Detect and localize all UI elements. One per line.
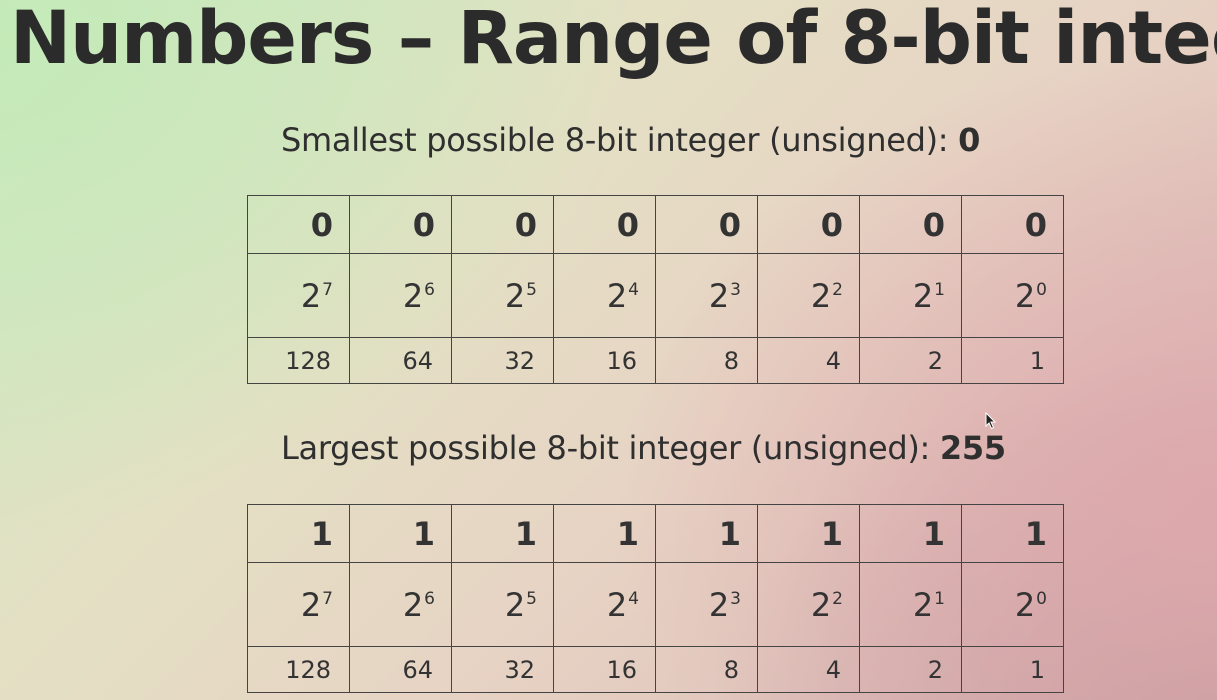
power-exponent: 2 xyxy=(832,279,843,300)
place-value-cell: 128 xyxy=(247,646,350,693)
slide-title: Numbers – Range of 8-bit intege xyxy=(10,0,1217,81)
place-value-cell: 128 xyxy=(247,337,350,384)
largest-caption: Largest possible 8-bit integer (unsigned… xyxy=(281,429,1006,467)
bit-cell: 1 xyxy=(757,504,860,563)
power-cell: 24 xyxy=(553,253,656,338)
power-cell: 27 xyxy=(247,562,350,647)
power-base: 2 xyxy=(606,276,628,315)
power-cell: 22 xyxy=(757,562,860,647)
place-value-cell: 1 xyxy=(961,337,1064,384)
power-base: 2 xyxy=(504,276,526,315)
place-value-cell: 64 xyxy=(349,337,452,384)
bit-cell: 1 xyxy=(655,504,758,563)
place-value-cell: 2 xyxy=(859,646,962,693)
power-exponent: 7 xyxy=(322,279,333,300)
bit-cell: 0 xyxy=(247,195,350,254)
power-exponent: 7 xyxy=(322,588,333,609)
place-value-cell: 8 xyxy=(655,646,758,693)
bit-cell: 1 xyxy=(451,504,554,563)
smallest-bit-row: 0 0 0 0 0 0 0 0 xyxy=(247,195,1064,254)
smallest-bit-table: 0 0 0 0 0 0 0 0 27 26 25 24 23 22 21 20 … xyxy=(247,195,1064,384)
power-base: 2 xyxy=(912,276,934,315)
power-exponent: 5 xyxy=(526,279,537,300)
power-base: 2 xyxy=(1014,585,1036,624)
power-exponent: 4 xyxy=(628,588,639,609)
power-base: 2 xyxy=(402,276,424,315)
place-value-cell: 4 xyxy=(757,646,860,693)
bit-cell: 1 xyxy=(859,504,962,563)
power-exponent: 0 xyxy=(1036,588,1047,609)
power-cell: 26 xyxy=(349,562,452,647)
bit-cell: 0 xyxy=(655,195,758,254)
largest-bit-row: 1 1 1 1 1 1 1 1 xyxy=(247,504,1064,563)
smallest-power-row: 27 26 25 24 23 22 21 20 xyxy=(247,253,1064,338)
power-base: 2 xyxy=(708,585,730,624)
power-exponent: 3 xyxy=(730,279,741,300)
power-cell: 20 xyxy=(961,562,1064,647)
bit-cell: 1 xyxy=(349,504,452,563)
power-base: 2 xyxy=(606,585,628,624)
bit-cell: 1 xyxy=(247,504,350,563)
power-cell: 26 xyxy=(349,253,452,338)
power-exponent: 4 xyxy=(628,279,639,300)
place-value-cell: 1 xyxy=(961,646,1064,693)
power-exponent: 0 xyxy=(1036,279,1047,300)
power-cell: 23 xyxy=(655,562,758,647)
place-value-cell: 16 xyxy=(553,337,656,384)
bit-cell: 1 xyxy=(553,504,656,563)
power-exponent: 1 xyxy=(934,588,945,609)
place-value-cell: 16 xyxy=(553,646,656,693)
power-exponent: 5 xyxy=(526,588,537,609)
power-cell: 20 xyxy=(961,253,1064,338)
largest-caption-text: Largest possible 8-bit integer (unsigned… xyxy=(281,429,940,467)
power-base: 2 xyxy=(810,585,832,624)
smallest-caption-text: Smallest possible 8-bit integer (unsigne… xyxy=(281,121,959,159)
largest-power-row: 27 26 25 24 23 22 21 20 xyxy=(247,562,1064,647)
power-exponent: 3 xyxy=(730,588,741,609)
power-cell: 21 xyxy=(859,253,962,338)
smallest-caption: Smallest possible 8-bit integer (unsigne… xyxy=(281,121,980,159)
power-base: 2 xyxy=(300,585,322,624)
bit-cell: 0 xyxy=(349,195,452,254)
smallest-value-row: 128 64 32 16 8 4 2 1 xyxy=(247,337,1064,384)
smallest-value: 0 xyxy=(958,121,981,159)
power-cell: 21 xyxy=(859,562,962,647)
place-value-cell: 64 xyxy=(349,646,452,693)
place-value-cell: 32 xyxy=(451,337,554,384)
power-exponent: 6 xyxy=(424,279,435,300)
place-value-cell: 4 xyxy=(757,337,860,384)
power-cell: 25 xyxy=(451,562,554,647)
place-value-cell: 8 xyxy=(655,337,758,384)
power-cell: 22 xyxy=(757,253,860,338)
bit-cell: 0 xyxy=(859,195,962,254)
power-base: 2 xyxy=(300,276,322,315)
bit-cell: 1 xyxy=(961,504,1064,563)
largest-value-row: 128 64 32 16 8 4 2 1 xyxy=(247,646,1064,693)
power-exponent: 6 xyxy=(424,588,435,609)
power-base: 2 xyxy=(708,276,730,315)
power-cell: 27 xyxy=(247,253,350,338)
power-exponent: 2 xyxy=(832,588,843,609)
power-base: 2 xyxy=(1014,276,1036,315)
power-base: 2 xyxy=(402,585,424,624)
power-cell: 23 xyxy=(655,253,758,338)
place-value-cell: 32 xyxy=(451,646,554,693)
power-cell: 25 xyxy=(451,253,554,338)
bit-cell: 0 xyxy=(961,195,1064,254)
bit-cell: 0 xyxy=(553,195,656,254)
place-value-cell: 2 xyxy=(859,337,962,384)
mouse-pointer-icon xyxy=(985,412,997,430)
bit-cell: 0 xyxy=(757,195,860,254)
largest-bit-table: 1 1 1 1 1 1 1 1 27 26 25 24 23 22 21 20 … xyxy=(247,504,1064,693)
power-cell: 24 xyxy=(553,562,656,647)
largest-value: 255 xyxy=(939,429,1006,467)
power-base: 2 xyxy=(912,585,934,624)
power-base: 2 xyxy=(810,276,832,315)
power-exponent: 1 xyxy=(934,279,945,300)
bit-cell: 0 xyxy=(451,195,554,254)
power-base: 2 xyxy=(504,585,526,624)
